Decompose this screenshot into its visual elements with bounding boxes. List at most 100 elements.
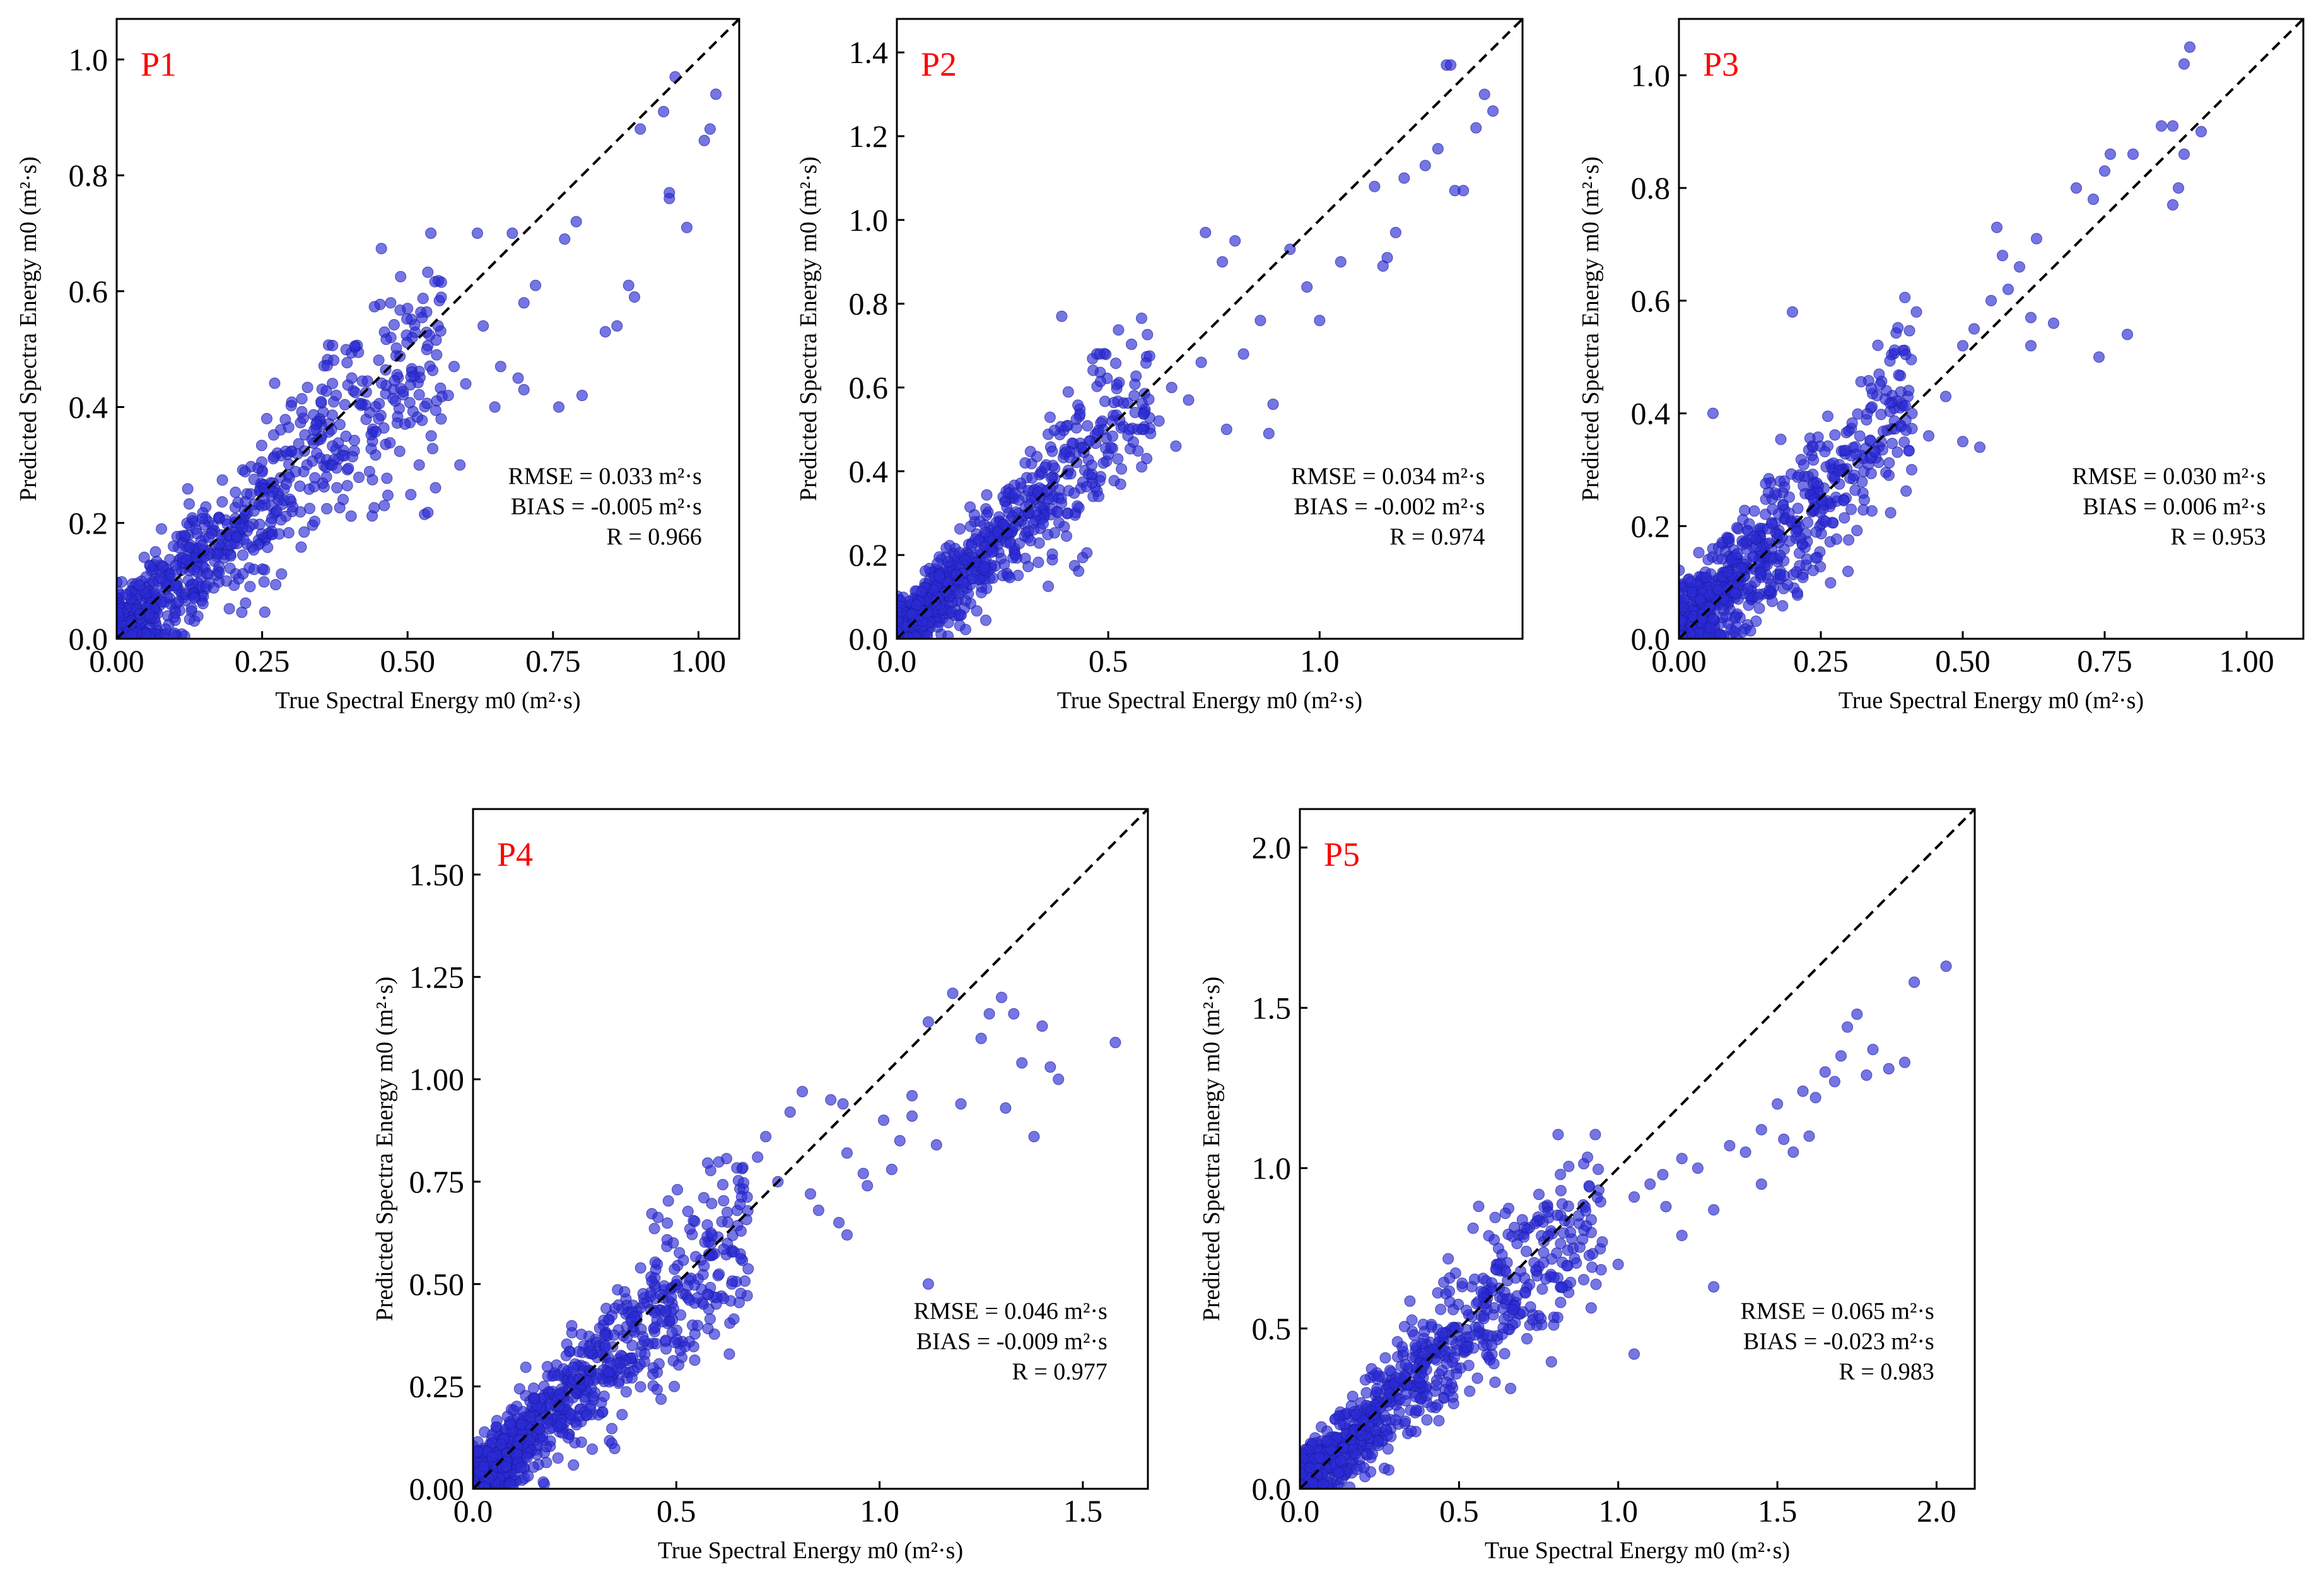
data-point (156, 523, 167, 535)
stats-line: RMSE = 0.030 m²·s (2072, 463, 2265, 489)
data-point (1061, 508, 1073, 520)
data-point (1365, 1363, 1377, 1375)
data-point (225, 539, 237, 551)
data-point (368, 301, 380, 313)
data-point (1499, 1348, 1511, 1360)
data-point (520, 1361, 532, 1373)
data-point (1731, 548, 1743, 560)
data-point (742, 1263, 754, 1275)
data-point (1433, 1415, 1445, 1426)
data-point (1712, 584, 1724, 596)
plot-frame (896, 18, 1524, 640)
data-point (706, 1197, 718, 1209)
data-point (315, 396, 327, 407)
data-point (623, 279, 634, 291)
data-point (1895, 386, 1907, 398)
data-point (611, 320, 623, 332)
data-point (628, 1311, 640, 1323)
data-point (718, 1195, 730, 1207)
data-point (1736, 539, 1748, 550)
data-point (1183, 394, 1195, 406)
data-point (701, 1219, 713, 1231)
data-point (986, 546, 998, 558)
data-point (1365, 1466, 1377, 1478)
data-point (553, 401, 564, 413)
data-point (1968, 323, 1980, 335)
data-point (1408, 1329, 1420, 1341)
data-point (587, 1443, 598, 1455)
data-point (1774, 549, 1786, 561)
data-point (390, 342, 402, 354)
data-point (1406, 1314, 1418, 1326)
data-point (1991, 221, 2002, 233)
data-point (1704, 622, 1716, 634)
data-point (515, 1418, 527, 1430)
data-point (581, 1409, 593, 1421)
data-point (307, 455, 319, 467)
y-tick-label: 0.8 (69, 158, 108, 193)
data-point (690, 1250, 701, 1262)
data-point (976, 586, 987, 598)
data-point (1483, 1230, 1495, 1242)
data-point (634, 1262, 646, 1274)
data-point (1072, 500, 1084, 512)
data-point (1170, 440, 1182, 452)
data-point (168, 540, 180, 552)
data-point (196, 539, 208, 551)
data-point (1105, 441, 1117, 453)
y-tick-label: 0.6 (1631, 283, 1671, 318)
data-point (1442, 1253, 1454, 1265)
data-point (149, 546, 161, 558)
data-point (1058, 521, 1070, 533)
data-point (616, 1409, 628, 1421)
data-point (309, 515, 320, 527)
data-point (1044, 411, 1056, 423)
data-point (857, 1168, 869, 1179)
y-tick-label: 1.0 (69, 42, 108, 77)
data-point (682, 1206, 694, 1218)
data-point (1795, 453, 1807, 465)
data-point (862, 1180, 874, 1192)
data-point (1056, 310, 1068, 322)
data-point (164, 569, 176, 581)
data-point (1263, 428, 1275, 440)
data-point (1425, 1321, 1437, 1333)
data-point (2088, 194, 2099, 205)
data-point (606, 1423, 618, 1435)
data-point (1825, 577, 1837, 589)
data-point (1153, 415, 1165, 427)
data-point (1112, 453, 1124, 465)
data-point (231, 531, 243, 543)
data-point (1775, 433, 1787, 445)
y-tick-label: 0.8 (1631, 170, 1671, 206)
data-point (402, 303, 414, 315)
data-point (1873, 368, 1885, 380)
data-point (603, 1313, 615, 1325)
data-point (1398, 1320, 1410, 1332)
x-tick-label: 0.50 (380, 643, 435, 679)
data-point (1052, 506, 1064, 518)
data-point (978, 561, 990, 573)
x-axis-title: True Spectral Energy m0 (m²·s) (1057, 687, 1362, 714)
data-point (296, 393, 308, 405)
data-point (1552, 1129, 1564, 1141)
data-point (1136, 312, 1147, 324)
y-tick-label: 1.2 (849, 119, 889, 154)
data-point (752, 1151, 764, 1163)
data-point (878, 1114, 889, 1126)
data-point (922, 1278, 934, 1290)
data-point (478, 1481, 490, 1489)
data-point (425, 227, 437, 239)
data-point (505, 1418, 517, 1430)
data-point (1752, 591, 1764, 603)
data-point (1369, 1424, 1381, 1436)
data-point (1750, 576, 1761, 588)
data-point (1820, 516, 1832, 528)
data-point (435, 291, 447, 303)
data-point (1004, 538, 1016, 550)
data-point (998, 518, 1009, 530)
data-point (1301, 281, 1313, 293)
data-point (1741, 525, 1753, 537)
data-point (413, 389, 425, 400)
data-point (981, 509, 993, 521)
